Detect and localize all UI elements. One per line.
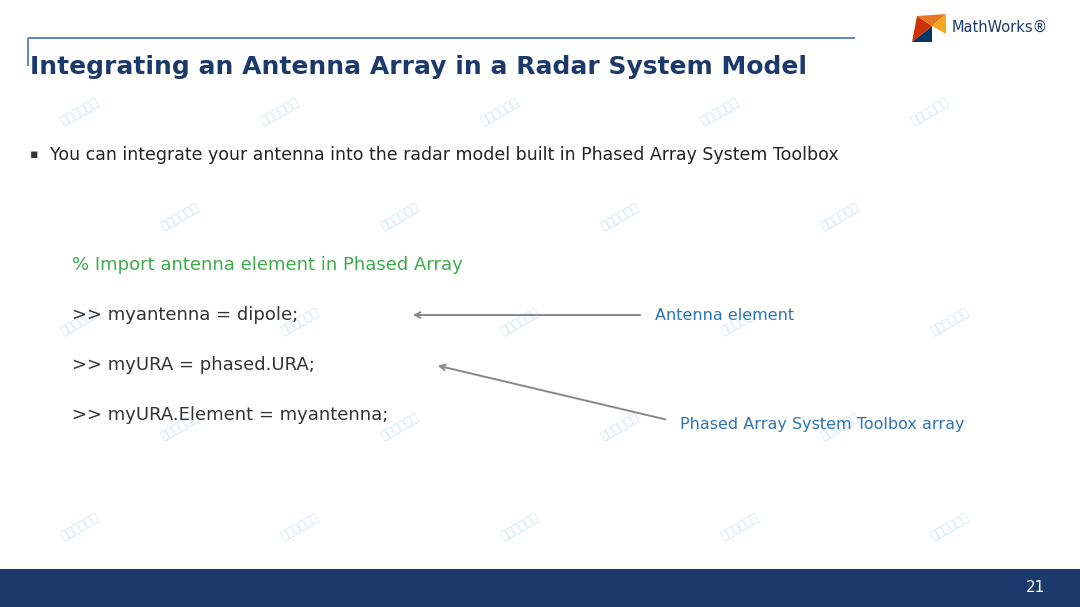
Text: 黑大通信电子: 黑大通信电子 (258, 96, 301, 128)
Polygon shape (917, 14, 946, 26)
Text: 黑大通信电子: 黑大通信电子 (58, 511, 102, 543)
Text: 黑大通信电子: 黑大通信电子 (929, 511, 971, 543)
Text: 黑大通信电子: 黑大通信电子 (499, 511, 541, 543)
Bar (0, 569, 1080, 607)
Text: 黑大通信电子: 黑大通信电子 (718, 306, 761, 338)
Text: 黑大通信电子: 黑大通信电子 (379, 201, 421, 233)
Text: 黑大通信电子: 黑大通信电子 (279, 306, 322, 338)
Text: 黑大通信电子: 黑大通信电子 (819, 411, 862, 443)
Text: 黑大通信电子: 黑大通信电子 (499, 306, 541, 338)
Text: 黑大通信电子: 黑大通信电子 (819, 201, 862, 233)
Polygon shape (932, 14, 946, 34)
Text: 黑大通信电子: 黑大通信电子 (718, 511, 761, 543)
Text: 黑大通信电子: 黑大通信电子 (159, 411, 202, 443)
Text: 黑大通信电子: 黑大通信电子 (58, 96, 102, 128)
Text: 21: 21 (1026, 580, 1045, 595)
Text: 黑大通信电子: 黑大通信电子 (908, 96, 951, 128)
Text: Phased Array System Toolbox array: Phased Array System Toolbox array (680, 418, 964, 433)
Text: >> myantenna = dipole;: >> myantenna = dipole; (72, 306, 298, 324)
Text: 黑大通信电子: 黑大通信电子 (598, 201, 642, 233)
Text: >> myURA = phased.URA;: >> myURA = phased.URA; (72, 356, 315, 374)
Text: >> myURA.Element = myantenna;: >> myURA.Element = myantenna; (72, 406, 389, 424)
Text: 黑大通信电子: 黑大通信电子 (929, 306, 971, 338)
Polygon shape (912, 16, 932, 42)
Text: 黑大通信电子: 黑大通信电子 (159, 201, 202, 233)
Text: Antenna element: Antenna element (654, 308, 794, 322)
Polygon shape (912, 26, 932, 42)
Text: 黑大通信电子: 黑大通信电子 (58, 306, 102, 338)
Text: 黑大通信电子: 黑大通信电子 (699, 96, 742, 128)
Text: 黑大通信电子: 黑大通信电子 (379, 411, 421, 443)
Text: You can integrate your antenna into the radar model built in Phased Array System: You can integrate your antenna into the … (50, 146, 839, 164)
Text: Integrating an Antenna Array in a Radar System Model: Integrating an Antenna Array in a Radar … (30, 55, 807, 79)
Text: 黑大通信电子: 黑大通信电子 (478, 96, 522, 128)
Text: % Import antenna element in Phased Array: % Import antenna element in Phased Array (72, 256, 462, 274)
Text: 黑大通信电子: 黑大通信电子 (598, 411, 642, 443)
Text: 黑大通信电子: 黑大通信电子 (279, 511, 322, 543)
Text: ▪: ▪ (30, 149, 39, 161)
Text: MathWorks®: MathWorks® (951, 19, 1049, 35)
